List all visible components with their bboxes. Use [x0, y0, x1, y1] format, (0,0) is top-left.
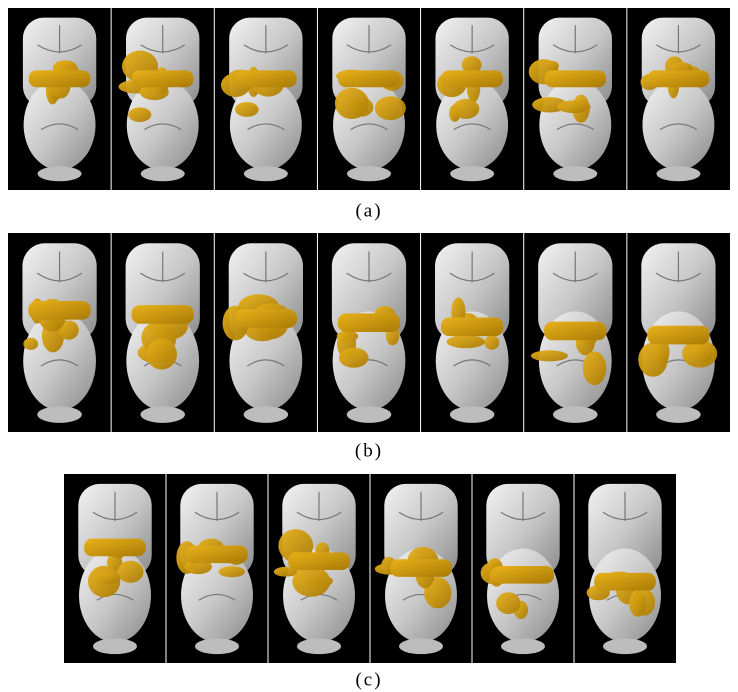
tooth-root	[603, 638, 647, 654]
overlay-patch	[235, 102, 259, 117]
panel-strip	[8, 233, 730, 432]
tooth-root	[93, 638, 137, 654]
tooth-root	[244, 406, 289, 423]
overlay-patch	[492, 566, 554, 584]
tooth-root	[553, 166, 597, 181]
overlay-patch	[375, 96, 406, 120]
caption: (c)	[355, 669, 382, 690]
tooth-root	[297, 638, 341, 654]
tooth-root	[656, 406, 701, 423]
caption: (a)	[355, 200, 382, 221]
overlay-patch	[235, 309, 297, 328]
overlay-patch	[691, 344, 713, 363]
overlay-patch	[117, 561, 143, 583]
tooth-root	[501, 638, 545, 654]
tooth-root	[656, 166, 700, 181]
overlay-patch	[132, 305, 194, 324]
tooth-root	[399, 638, 443, 654]
tooth-root	[347, 406, 392, 423]
overlay-patch	[557, 100, 590, 113]
overlay-patch	[335, 88, 369, 119]
overlay-patch	[629, 590, 646, 617]
overlay-patch	[484, 335, 499, 349]
tooth-root	[38, 166, 82, 181]
overlay-patch	[146, 339, 177, 370]
overlay-patch	[544, 322, 606, 341]
tooth-root	[244, 166, 288, 181]
panel-strip	[64, 474, 676, 663]
tooth-crown	[539, 80, 611, 170]
overlay-patch	[453, 99, 480, 119]
tooth-root	[140, 406, 185, 423]
overlay-patch	[544, 70, 606, 87]
overlay-patch	[339, 348, 369, 368]
overlay-patch	[447, 335, 485, 348]
overlay-patch	[531, 350, 568, 361]
overlay-patch	[647, 326, 709, 345]
tooth-root	[347, 166, 391, 181]
overlay-patch	[338, 313, 400, 332]
tooth-root	[141, 166, 185, 181]
overlay-patch	[545, 61, 558, 71]
overlay-patch	[23, 338, 38, 350]
tooth-root	[553, 406, 598, 423]
overlay-patch	[28, 301, 90, 320]
overlay-patch	[84, 539, 146, 557]
overlay-patch	[128, 107, 151, 122]
overlay-patch	[390, 559, 452, 577]
tooth-root	[37, 406, 82, 423]
figure: (a) (b) (c)	[0, 0, 738, 692]
overlay-patch	[441, 318, 503, 337]
tooth-root	[450, 166, 494, 181]
overlay-patch	[235, 70, 297, 87]
overlay-patch	[132, 70, 194, 87]
overlay-patch	[292, 566, 330, 596]
overlay-patch	[288, 552, 350, 570]
tooth-root	[450, 406, 495, 423]
overlay-patch	[594, 573, 656, 591]
overlay-patch	[219, 566, 246, 577]
panel-strip	[8, 8, 730, 190]
overlay-patch	[186, 546, 248, 564]
overlay-patch	[496, 592, 520, 614]
overlay-patch	[96, 572, 120, 584]
overlay-patch	[338, 70, 400, 87]
overlay-patch	[29, 70, 91, 87]
overlay-patch	[583, 351, 606, 385]
overlay-patch	[441, 70, 503, 87]
tooth-root	[195, 638, 239, 654]
overlay-patch	[648, 70, 710, 87]
caption: (b)	[355, 440, 383, 461]
tooth-crown	[642, 80, 714, 170]
